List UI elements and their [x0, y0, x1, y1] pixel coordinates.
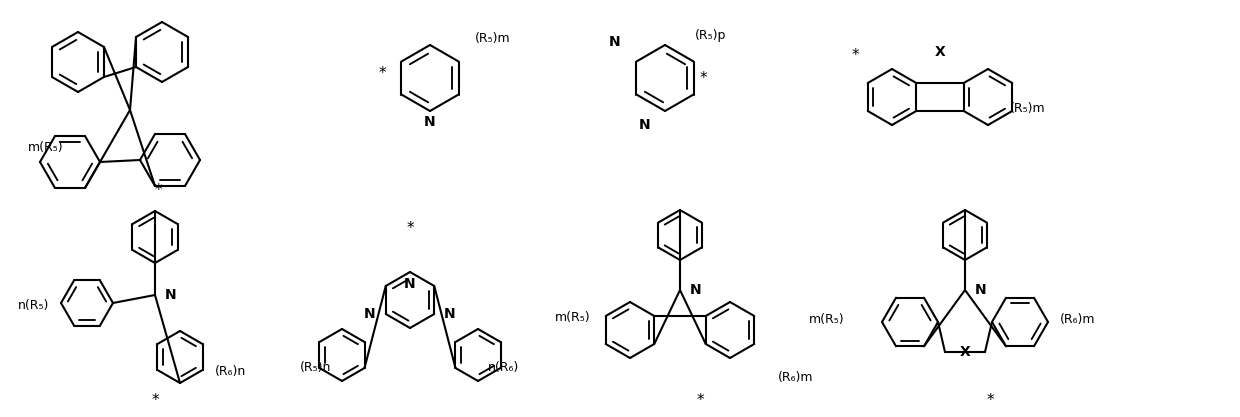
Text: (R₅)m: (R₅)m — [475, 32, 511, 45]
Text: (R₆)m: (R₆)m — [1060, 314, 1095, 327]
Text: N: N — [444, 307, 456, 321]
Text: N: N — [165, 288, 176, 302]
Text: *: * — [851, 48, 859, 63]
Text: *: * — [154, 183, 161, 198]
Text: (R₅)n: (R₅)n — [300, 362, 331, 374]
Text: *: * — [407, 221, 414, 236]
Text: m(R₅): m(R₅) — [29, 141, 63, 155]
Text: N: N — [609, 35, 621, 49]
Text: N: N — [404, 277, 415, 291]
Text: (R₅)m: (R₅)m — [1011, 101, 1045, 115]
Text: n(R₅): n(R₅) — [19, 299, 50, 311]
Text: X: X — [935, 45, 945, 59]
Text: X: X — [960, 345, 971, 359]
Text: N: N — [365, 307, 376, 321]
Text: *: * — [699, 70, 707, 85]
Text: N: N — [689, 283, 702, 297]
Text: N: N — [975, 283, 987, 297]
Text: n(R₆): n(R₆) — [489, 362, 520, 374]
Text: (R₅)p: (R₅)p — [694, 28, 727, 42]
Text: m(R₅): m(R₅) — [554, 311, 590, 324]
Text: N: N — [424, 115, 435, 129]
Text: *: * — [696, 392, 704, 407]
Text: m(R₅): m(R₅) — [810, 314, 844, 327]
Text: N: N — [639, 118, 651, 132]
Text: *: * — [986, 392, 993, 407]
Text: *: * — [378, 65, 386, 80]
Text: *: * — [151, 392, 159, 407]
Text: (R₆)m: (R₆)m — [777, 372, 813, 384]
Text: (R₆)n: (R₆)n — [215, 365, 247, 379]
